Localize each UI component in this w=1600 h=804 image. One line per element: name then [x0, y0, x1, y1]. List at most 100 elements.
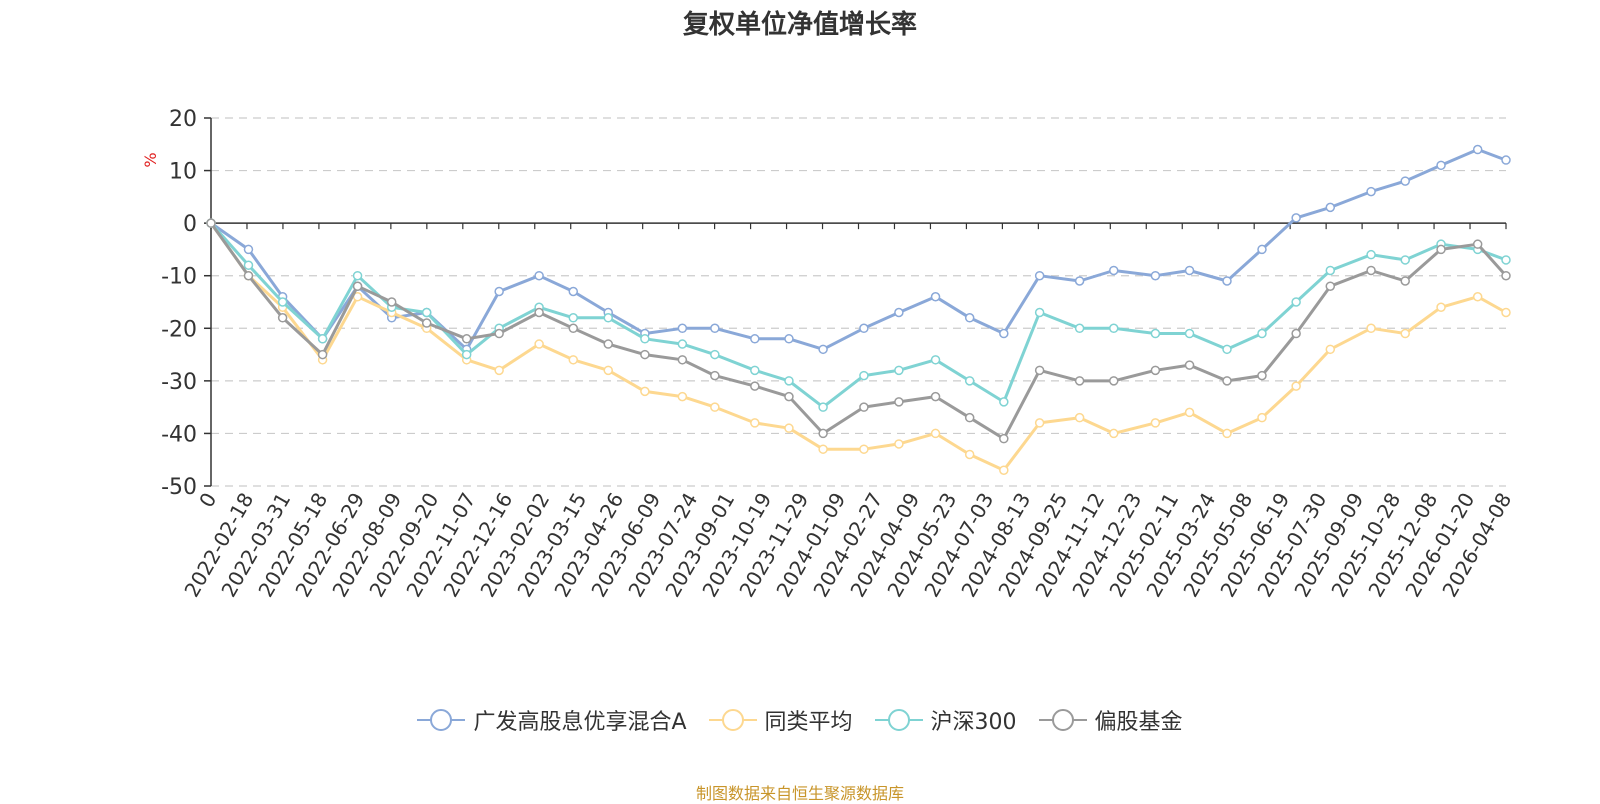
data-point: [1184, 360, 1195, 370]
data-point: [1222, 344, 1232, 355]
data-point: [1150, 328, 1161, 339]
data-point: [1150, 365, 1161, 376]
data-point: [1472, 144, 1483, 155]
data-point: [1291, 213, 1301, 223]
data-point: [818, 344, 828, 355]
data-point: [1501, 270, 1511, 281]
data-point: [568, 355, 579, 365]
legend: 广发高股息优享混合A 同类平均 沪深300 偏股基金: [0, 704, 1600, 736]
data-point: [640, 386, 650, 397]
data-point: [677, 323, 688, 334]
data-point: [964, 313, 975, 323]
data-point: [1184, 328, 1195, 339]
data-point: [243, 270, 254, 281]
data-point: [999, 397, 1009, 407]
data-point: [352, 270, 363, 281]
data-point: [461, 349, 472, 360]
data-point: [999, 465, 1009, 475]
data-point: [1291, 297, 1301, 307]
data-point: [352, 281, 363, 291]
legend-swatch-icon: [874, 709, 923, 731]
data-point: [930, 291, 941, 302]
data-point: [1257, 244, 1267, 255]
data-point: [568, 323, 579, 334]
data-point: [243, 260, 254, 270]
y-axis-unit-label: %: [141, 152, 160, 167]
data-point: [1436, 244, 1446, 255]
data-point: [677, 391, 688, 402]
data-point: [1150, 418, 1161, 428]
data-point: [930, 391, 941, 402]
data-point: [1472, 291, 1483, 302]
y-tick-label: -50: [161, 475, 197, 500]
data-point: [784, 423, 794, 433]
data-point: [494, 328, 504, 339]
data-point: [1034, 418, 1045, 428]
legend-item[interactable]: 偏股基金: [1038, 704, 1183, 736]
data-point: [386, 297, 397, 307]
data-point: [1325, 265, 1336, 276]
y-tick-label: 10: [169, 160, 197, 185]
data-point: [1257, 412, 1267, 423]
data-point: [206, 218, 216, 228]
data-point: [603, 365, 613, 376]
legend-label: 偏股基金: [1094, 710, 1183, 735]
data-point: [421, 318, 432, 328]
data-point: [750, 381, 760, 391]
data-point: [534, 270, 544, 281]
data-point: [1472, 239, 1483, 249]
data-point: [859, 402, 869, 412]
series-lines: [206, 144, 1511, 475]
data-point: [784, 334, 794, 344]
data-point: [677, 339, 688, 349]
legend-label: 同类平均: [764, 710, 853, 735]
data-point: [243, 244, 254, 255]
legend-item[interactable]: 同类平均: [708, 704, 853, 736]
data-point: [999, 328, 1009, 339]
data-point: [818, 428, 828, 439]
data-point: [750, 365, 760, 376]
data-point: [461, 334, 472, 344]
data-point: [277, 313, 288, 323]
legend-item[interactable]: 广发高股息优享混合A: [417, 704, 687, 736]
data-point: [677, 355, 688, 365]
data-point: [1222, 276, 1232, 286]
y-tick-label: -20: [161, 317, 197, 342]
data-point: [710, 349, 720, 360]
data-point: [1222, 428, 1232, 439]
legend-item[interactable]: 沪深300: [874, 704, 1017, 736]
data-point: [277, 297, 288, 307]
data-point: [640, 349, 650, 360]
data-point: [1436, 160, 1446, 171]
legend-label: 沪深300: [930, 710, 1017, 735]
x-tick-label: 0: [194, 489, 221, 512]
line-chart: 20100-10-20-30-40-5002022-02-182022-03-3…: [141, 107, 1516, 601]
data-point: [1184, 265, 1195, 276]
data-point: [1184, 407, 1195, 418]
data-point: [1074, 376, 1085, 386]
data-point: [784, 376, 794, 386]
data-point: [930, 355, 941, 365]
data-point: [930, 428, 941, 439]
data-point: [1109, 428, 1119, 439]
data-point: [317, 334, 328, 344]
data-point: [710, 323, 720, 334]
data-point: [1366, 249, 1376, 260]
data-point: [750, 334, 760, 344]
data-point: [1257, 328, 1267, 339]
data-point: [964, 449, 975, 460]
data-point: [859, 323, 869, 334]
data-point: [534, 339, 544, 349]
legend-swatch-icon: [417, 709, 466, 731]
source-note: 制图数据来自恒生聚源数据库: [695, 784, 904, 803]
data-point: [1291, 328, 1301, 339]
data-point: [1222, 376, 1232, 386]
data-point: [964, 412, 975, 423]
data-point: [999, 433, 1009, 444]
data-point: [1074, 323, 1085, 334]
data-point: [1400, 176, 1410, 186]
data-point: [534, 307, 544, 318]
chart-title: 复权单位净值增长率: [682, 10, 917, 40]
legend-swatch-icon: [1038, 709, 1087, 731]
data-point: [859, 370, 869, 381]
